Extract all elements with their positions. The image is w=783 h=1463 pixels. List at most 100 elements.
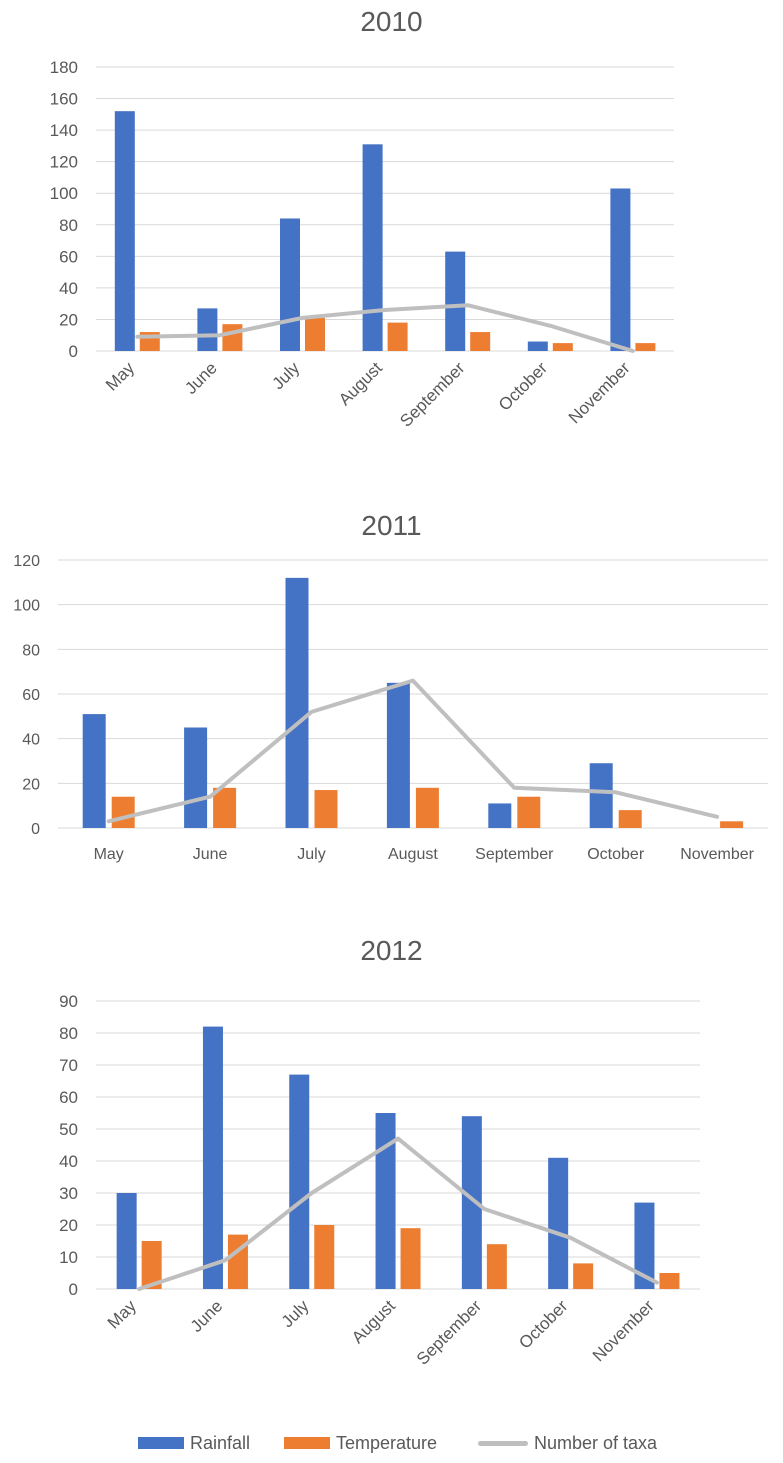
bar-temperature-2010-july [305, 317, 325, 351]
y-tick-label-2012-10: 10 [59, 1248, 78, 1267]
bar-rainfall-2012-june [202, 1026, 223, 1289]
legend-taxa-label: Number of taxa [534, 1432, 658, 1453]
legend-temperature-label: Temperature [336, 1432, 438, 1453]
bar-rainfall-2011-may [82, 714, 106, 828]
bar-rainfall-2011-june [184, 727, 208, 828]
y-tick-label-2010-0: 0 [69, 342, 78, 361]
bar-rainfall-2011-october [589, 763, 613, 828]
bar-temperature-2010-september [470, 332, 491, 351]
bar-temperature-2012-september [486, 1244, 507, 1289]
y-tick-label-2011-40: 40 [22, 732, 40, 749]
x-tick-label-2010-november: November [565, 358, 634, 427]
bar-rainfall-2010-august [362, 144, 383, 351]
legend: Rainfall Temperature Number of taxa [0, 1430, 783, 1456]
x-tick-label-2011-october: October [587, 846, 645, 863]
bar-rainfall-2012-september [461, 1116, 482, 1289]
bar-temperature-2010-june [222, 324, 243, 351]
x-tick-label-2011-august: August [388, 846, 438, 863]
legend-rainfall: Rainfall [138, 1430, 250, 1456]
bar-rainfall-2012-may [116, 1193, 137, 1289]
bar-temperature-2011-october [618, 810, 642, 828]
legend-rainfall-label: Rainfall [190, 1432, 251, 1453]
y-tick-label-2010-180: 180 [50, 58, 78, 77]
bar-rainfall-2011-september [488, 803, 512, 828]
y-tick-label-2011-20: 20 [22, 776, 40, 793]
bar-temperature-2011-november [720, 821, 744, 828]
bar-temperature-2012-july [314, 1225, 335, 1289]
x-tick-label-2010-august: August [335, 358, 386, 409]
x-tick-label-2010-june: June [181, 358, 221, 398]
y-tick-label-2012-20: 20 [59, 1216, 78, 1235]
bar-temperature-2012-october [573, 1263, 594, 1289]
y-tick-label-2010-80: 80 [59, 216, 78, 235]
x-tick-label-2010-october: October [495, 358, 551, 414]
legend-taxa: Number of taxa [478, 1430, 657, 1456]
y-tick-label-2011-100: 100 [13, 598, 40, 615]
x-tick-label-2010-july: July [269, 358, 304, 393]
chart-title-2010: 2010 [360, 6, 423, 37]
y-tick-label-2012-60: 60 [59, 1088, 78, 1107]
legend-rainfall-swatch [138, 1437, 184, 1449]
y-tick-label-2012-70: 70 [59, 1056, 78, 1075]
bar-temperature-2012-august [400, 1228, 421, 1289]
bar-rainfall-2012-november [634, 1202, 655, 1289]
chart-title-2011: 2011 [361, 510, 422, 541]
bar-rainfall-2010-september [445, 251, 466, 351]
x-tick-label-2012-june: June [187, 1296, 227, 1336]
bar-rainfall-2012-august [375, 1113, 396, 1289]
y-tick-label-2011-120: 120 [13, 553, 40, 570]
x-tick-label-2010-may: May [102, 358, 138, 394]
y-tick-label-2010-160: 160 [50, 90, 78, 109]
x-tick-label-2011-may: May [94, 846, 124, 863]
y-tick-label-2012-90: 90 [59, 992, 78, 1011]
x-tick-label-2011-july: July [297, 846, 325, 863]
y-tick-label-2011-80: 80 [22, 642, 40, 659]
y-tick-label-2010-20: 20 [59, 310, 78, 329]
x-tick-label-2011-june: June [193, 846, 228, 863]
x-tick-label-2010-september: September [396, 358, 468, 430]
bar-rainfall-2010-may [114, 111, 135, 351]
bar-rainfall-2011-august [386, 682, 410, 828]
bar-temperature-2010-november [635, 343, 656, 351]
x-tick-label-2012-november: November [589, 1296, 658, 1365]
bar-rainfall-2010-june [197, 308, 218, 351]
x-tick-label-2012-july: July [278, 1296, 313, 1331]
bar-rainfall-2010-november [610, 188, 631, 351]
x-tick-label-2012-september: September [413, 1296, 485, 1368]
y-tick-label-2012-40: 40 [59, 1152, 78, 1171]
bar-temperature-2011-september [517, 796, 541, 828]
bar-rainfall-2011-july [285, 577, 309, 828]
y-tick-label-2010-140: 140 [50, 121, 78, 140]
y-tick-label-2010-40: 40 [59, 279, 78, 298]
chart-title-2012: 2012 [360, 935, 423, 966]
y-tick-label-2010-120: 120 [50, 153, 78, 172]
x-tick-label-2012-may: May [104, 1296, 140, 1332]
bar-rainfall-2010-october [527, 341, 548, 351]
y-tick-label-2012-50: 50 [59, 1120, 78, 1139]
bar-temperature-2011-august [415, 787, 439, 828]
y-tick-label-2012-0: 0 [69, 1280, 78, 1299]
bar-temperature-2011-june [213, 787, 237, 828]
x-tick-label-2011-november: November [680, 846, 754, 863]
y-tick-label-2010-100: 100 [50, 184, 78, 203]
legend-temperature: Temperature [284, 1430, 437, 1456]
x-tick-label-2012-august: August [348, 1296, 399, 1347]
legend-temperature-swatch [284, 1437, 330, 1449]
bar-rainfall-2012-july [289, 1074, 310, 1289]
y-tick-label-2012-30: 30 [59, 1184, 78, 1203]
bar-temperature-2011-may [111, 796, 135, 828]
bar-temperature-2010-august [387, 322, 408, 351]
x-tick-label-2012-october: October [515, 1296, 571, 1352]
x-tick-label-2011-september: September [475, 846, 554, 863]
bar-rainfall-2010-july [280, 218, 300, 351]
y-tick-label-2011-0: 0 [31, 821, 40, 838]
y-tick-label-2010-60: 60 [59, 247, 78, 266]
y-tick-label-2011-60: 60 [22, 687, 40, 704]
bar-temperature-2010-october [552, 343, 573, 351]
bar-temperature-2012-may [141, 1241, 162, 1289]
bar-rainfall-2012-october [548, 1157, 569, 1289]
bar-temperature-2012-november [659, 1273, 680, 1289]
legend-taxa-line [478, 1440, 528, 1446]
y-tick-label-2012-80: 80 [59, 1024, 78, 1043]
